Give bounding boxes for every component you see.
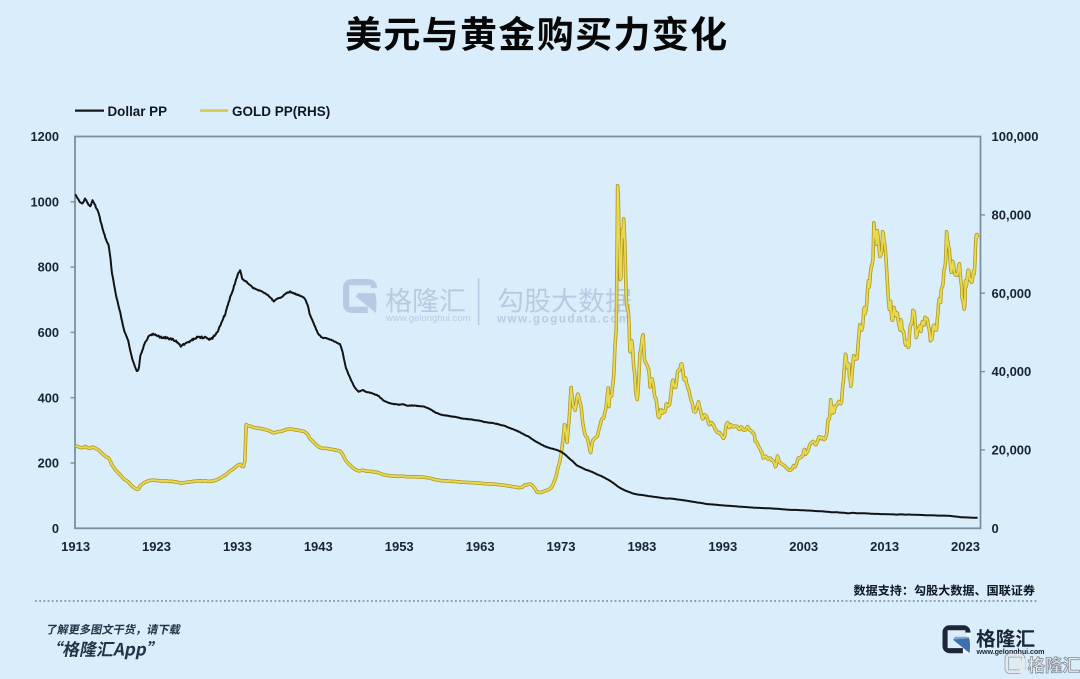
svg-text:Dollar PP: Dollar PP	[108, 104, 168, 119]
svg-text:2003: 2003	[789, 539, 818, 554]
svg-text:1000: 1000	[31, 194, 59, 209]
svg-text:www.gelonghui.com: www.gelonghui.com	[385, 313, 471, 324]
svg-text:200: 200	[38, 456, 59, 471]
svg-text:1973: 1973	[547, 539, 576, 554]
svg-text:1933: 1933	[223, 539, 252, 554]
svg-text:www.gogudata.com: www.gogudata.com	[496, 314, 631, 326]
svg-text:2023: 2023	[951, 539, 980, 554]
svg-text:40,000: 40,000	[992, 364, 1032, 379]
svg-text:1923: 1923	[142, 539, 171, 554]
svg-text:GOLD PP(RHS): GOLD PP(RHS)	[232, 104, 330, 119]
svg-text:20,000: 20,000	[992, 443, 1032, 458]
svg-text:1953: 1953	[385, 539, 414, 554]
svg-text:2013: 2013	[870, 539, 899, 554]
svg-text:600: 600	[38, 325, 59, 340]
svg-text:1943: 1943	[304, 539, 333, 554]
svg-text:800: 800	[38, 260, 59, 275]
svg-text:1913: 1913	[61, 539, 90, 554]
svg-text:60,000: 60,000	[992, 286, 1032, 301]
svg-text:80,000: 80,000	[992, 208, 1032, 223]
svg-text:1963: 1963	[466, 539, 495, 554]
svg-text:400: 400	[38, 390, 59, 405]
svg-text:1200: 1200	[31, 129, 59, 144]
svg-text:0: 0	[992, 521, 999, 536]
svg-text:1983: 1983	[627, 539, 656, 554]
svg-text:100,000: 100,000	[992, 129, 1039, 144]
svg-text:0: 0	[52, 521, 59, 536]
svg-text:www.gelonghui.com: www.gelonghui.com	[976, 647, 1045, 656]
svg-text:1993: 1993	[708, 539, 737, 554]
